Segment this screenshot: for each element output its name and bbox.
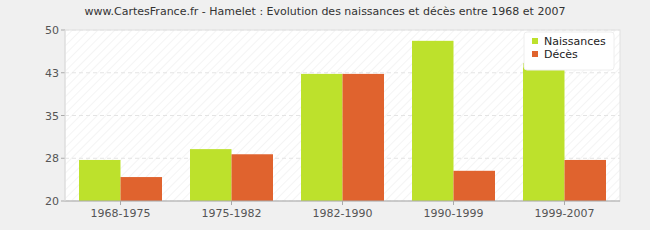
bar: [343, 74, 385, 201]
x-tick-label: 1990-1999: [424, 207, 484, 220]
legend-label: Décès: [544, 48, 578, 61]
bar: [190, 149, 232, 201]
y-tick-label: 28: [45, 152, 59, 165]
x-tick-label: 1999-2007: [535, 207, 595, 220]
x-axis: [65, 201, 620, 202]
plot-area: [65, 30, 620, 201]
legend-box: [524, 32, 614, 70]
y-tick-label: 35: [45, 110, 59, 123]
x-tick: [342, 201, 343, 205]
bar: [454, 171, 496, 201]
bar: [121, 177, 163, 201]
y-tick: [61, 201, 65, 202]
x-tick: [564, 201, 565, 205]
y-tick: [61, 158, 65, 159]
y-tick: [61, 72, 65, 73]
y-tick-label: 20: [45, 195, 59, 208]
x-tick: [453, 201, 454, 205]
bar: [232, 154, 274, 201]
legend-label: Naissances: [544, 35, 606, 48]
y-tick-label: 50: [45, 24, 59, 37]
bar: [79, 160, 121, 201]
x-tick-label: 1968-1975: [91, 207, 151, 220]
bar: [523, 63, 565, 201]
y-tick-label: 43: [45, 67, 59, 80]
bar: [412, 41, 454, 201]
bar: [565, 160, 607, 201]
y-axis: [65, 30, 66, 201]
x-tick: [231, 201, 232, 205]
y-tick: [61, 30, 65, 31]
legend-swatch: [532, 38, 538, 44]
bar: [301, 74, 343, 201]
legend-swatch: [532, 51, 538, 57]
y-tick: [61, 115, 65, 116]
x-tick: [120, 201, 121, 205]
x-tick-label: 1982-1990: [313, 207, 373, 220]
background: [0, 0, 650, 230]
grid-line: [65, 30, 620, 31]
title: www.CartesFrance.fr - Hamelet : Evolutio…: [85, 5, 566, 18]
x-tick-label: 1975-1982: [202, 207, 262, 220]
grid-line: [65, 201, 620, 202]
